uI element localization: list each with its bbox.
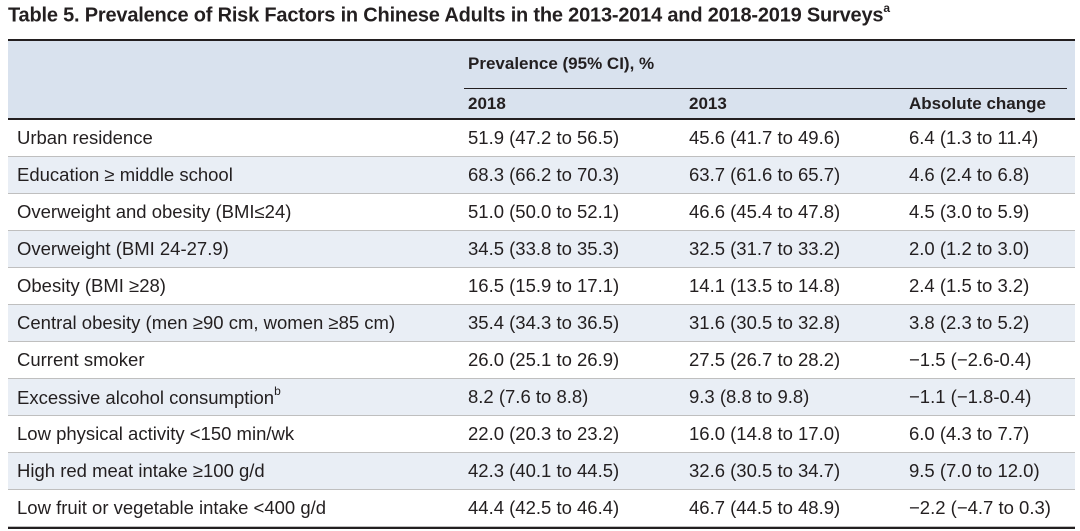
table-row: Low fruit or vegetable intake <400 g/d 44… [8,490,1075,527]
cell-absolute-change: 9.5 (7.0 to 12.0) [909,460,1040,481]
cell-absolute-change: 6.0 (4.3 to 7.7) [909,423,1030,444]
cell-2013: 32.5 (31.7 to 33.2) [689,238,841,259]
row-label-text: Education ≥ middle school [17,164,233,185]
table-row: High red meat intake ≥100 g/d 42.3 (40.1 … [8,453,1075,490]
table-row: Education ≥ middle school 68.3 (66.2 to 7… [8,157,1075,194]
cell-2013: 27.5 (26.7 to 28.2) [689,349,841,370]
cell-absolute-change: −1.5 (−2.6-0.4) [909,349,1032,370]
cell-2013: 46.6 (45.4 to 47.8) [689,201,841,222]
row-footnote-marker: b [274,384,281,398]
row-label: Central obesity (men ≥90 cm, women ≥85 c… [17,312,395,334]
group-header-prevalence: Prevalence (95% CI), % [468,54,655,73]
cell-absolute-change: −1.1 (−1.8-0.4) [909,386,1032,407]
table-title-text: Table 5. Prevalence of Risk Factors in C… [8,4,884,27]
cell-2013: 16.0 (14.8 to 17.0) [689,423,841,444]
table-row: Overweight (BMI 24-27.9) 34.5 (33.8 to 35… [8,231,1075,268]
row-label: Education ≥ middle school [17,164,233,186]
cell-2018: 68.3 (66.2 to 70.3) [468,164,620,185]
cell-2013: 46.7 (44.5 to 48.9) [689,497,841,518]
row-label-text: Overweight and obesity (BMI≤24) [17,201,292,222]
table-row: Overweight and obesity (BMI≤24) 51.0 (50.… [8,194,1075,231]
cell-2018: 26.0 (25.1 to 26.9) [468,349,620,370]
table-row: Central obesity (men ≥90 cm, women ≥85 c… [8,305,1075,342]
title-footnote-marker: a [883,1,890,15]
cell-absolute-change: 2.4 (1.5 to 3.2) [909,275,1030,296]
cell-2018: 51.0 (50.0 to 52.1) [468,201,620,222]
cell-2018: 35.4 (34.3 to 36.5) [468,312,620,333]
table-row: Current smoker 26.0 (25.1 to 26.9) 27.5 (2… [8,342,1075,379]
row-label: Current smoker [17,349,144,371]
table-body: Urban residence 51.9 (47.2 to 56.5) 45.6 (… [8,120,1075,527]
table-bottom-rule [8,527,1075,529]
cell-2018: 42.3 (40.1 to 44.5) [468,460,620,481]
group-header-rule [464,88,1067,89]
cell-2018: 34.5 (33.8 to 35.3) [468,238,620,259]
cell-absolute-change: 4.5 (3.0 to 5.9) [909,201,1030,222]
cell-2013: 31.6 (30.5 to 32.8) [689,312,841,333]
row-label-text: Low fruit or vegetable intake <400 g/d [17,497,327,518]
row-label-text: Excessive alcohol consumption [17,387,275,409]
row-label-text: Urban residence [17,127,153,148]
row-label: High red meat intake ≥100 g/d [17,460,265,482]
table-top-rule [8,39,1075,41]
table-row: Obesity (BMI ≥28) 16.5 (15.9 to 17.1) 14.1… [8,268,1075,305]
column-header-2013: 2013 [689,94,727,113]
cell-2013: 9.3 (8.8 to 9.8) [689,386,810,407]
prevalence-table: Prevalence (95% CI), % 2018 2013 Absolut… [8,39,1075,529]
cell-2013: 45.6 (41.7 to 49.6) [689,127,841,148]
cell-2018: 51.9 (47.2 to 56.5) [468,127,620,148]
table-title: Table 5. Prevalence of Risk Factors in C… [8,1,890,28]
cell-absolute-change: 2.0 (1.2 to 3.0) [909,238,1030,259]
row-label-text: Obesity (BMI ≥28) [17,275,166,296]
cell-2018: 16.5 (15.9 to 17.1) [468,275,620,296]
cell-absolute-change: 6.4 (1.3 to 11.4) [909,127,1039,148]
row-label: Excessive alcohol consumptionb [17,384,281,409]
cell-2018: 44.4 (42.5 to 46.4) [468,497,620,518]
header-bottom-rule [8,118,1075,120]
cell-2018: 8.2 (7.6 to 8.8) [468,386,589,407]
cell-absolute-change: 4.6 (2.4 to 6.8) [909,164,1030,185]
row-label: Overweight and obesity (BMI≤24) [17,201,291,223]
column-header-absolute-change: Absolute change [909,94,1046,113]
row-label-text: Current smoker [17,349,145,370]
row-label: Low physical activity <150 min/wk [17,423,294,445]
row-label-text: Central obesity (men ≥90 cm, women ≥85 c… [17,312,396,333]
cell-2013: 63.7 (61.6 to 65.7) [689,164,841,185]
table-row: Urban residence 51.9 (47.2 to 56.5) 45.6 (… [8,120,1075,157]
cell-2013: 32.6 (30.5 to 34.7) [689,460,841,481]
cell-2018: 22.0 (20.3 to 23.2) [468,423,620,444]
table-header: Prevalence (95% CI), % 2018 2013 Absolut… [8,41,1075,118]
cell-absolute-change: 3.8 (2.3 to 5.2) [909,312,1030,333]
row-label: Obesity (BMI ≥28) [17,275,166,297]
row-label: Overweight (BMI 24-27.9) [17,238,229,260]
table-row: Low physical activity <150 min/wk 22.0 (2… [8,416,1075,453]
row-label: Urban residence [17,127,153,149]
cell-absolute-change: −2.2 (−4.7 to 0.3) [909,497,1051,518]
row-label-text: Overweight (BMI 24-27.9) [17,238,229,259]
row-label-text: Low physical activity <150 min/wk [17,423,295,444]
row-label: Low fruit or vegetable intake <400 g/d [17,497,326,519]
cell-2013: 14.1 (13.5 to 14.8) [689,275,841,296]
row-label-text: High red meat intake ≥100 g/d [17,460,265,481]
table-row: Excessive alcohol consumptionb 8.2 (7.6 t… [8,379,1075,416]
column-header-2018: 2018 [468,94,506,113]
